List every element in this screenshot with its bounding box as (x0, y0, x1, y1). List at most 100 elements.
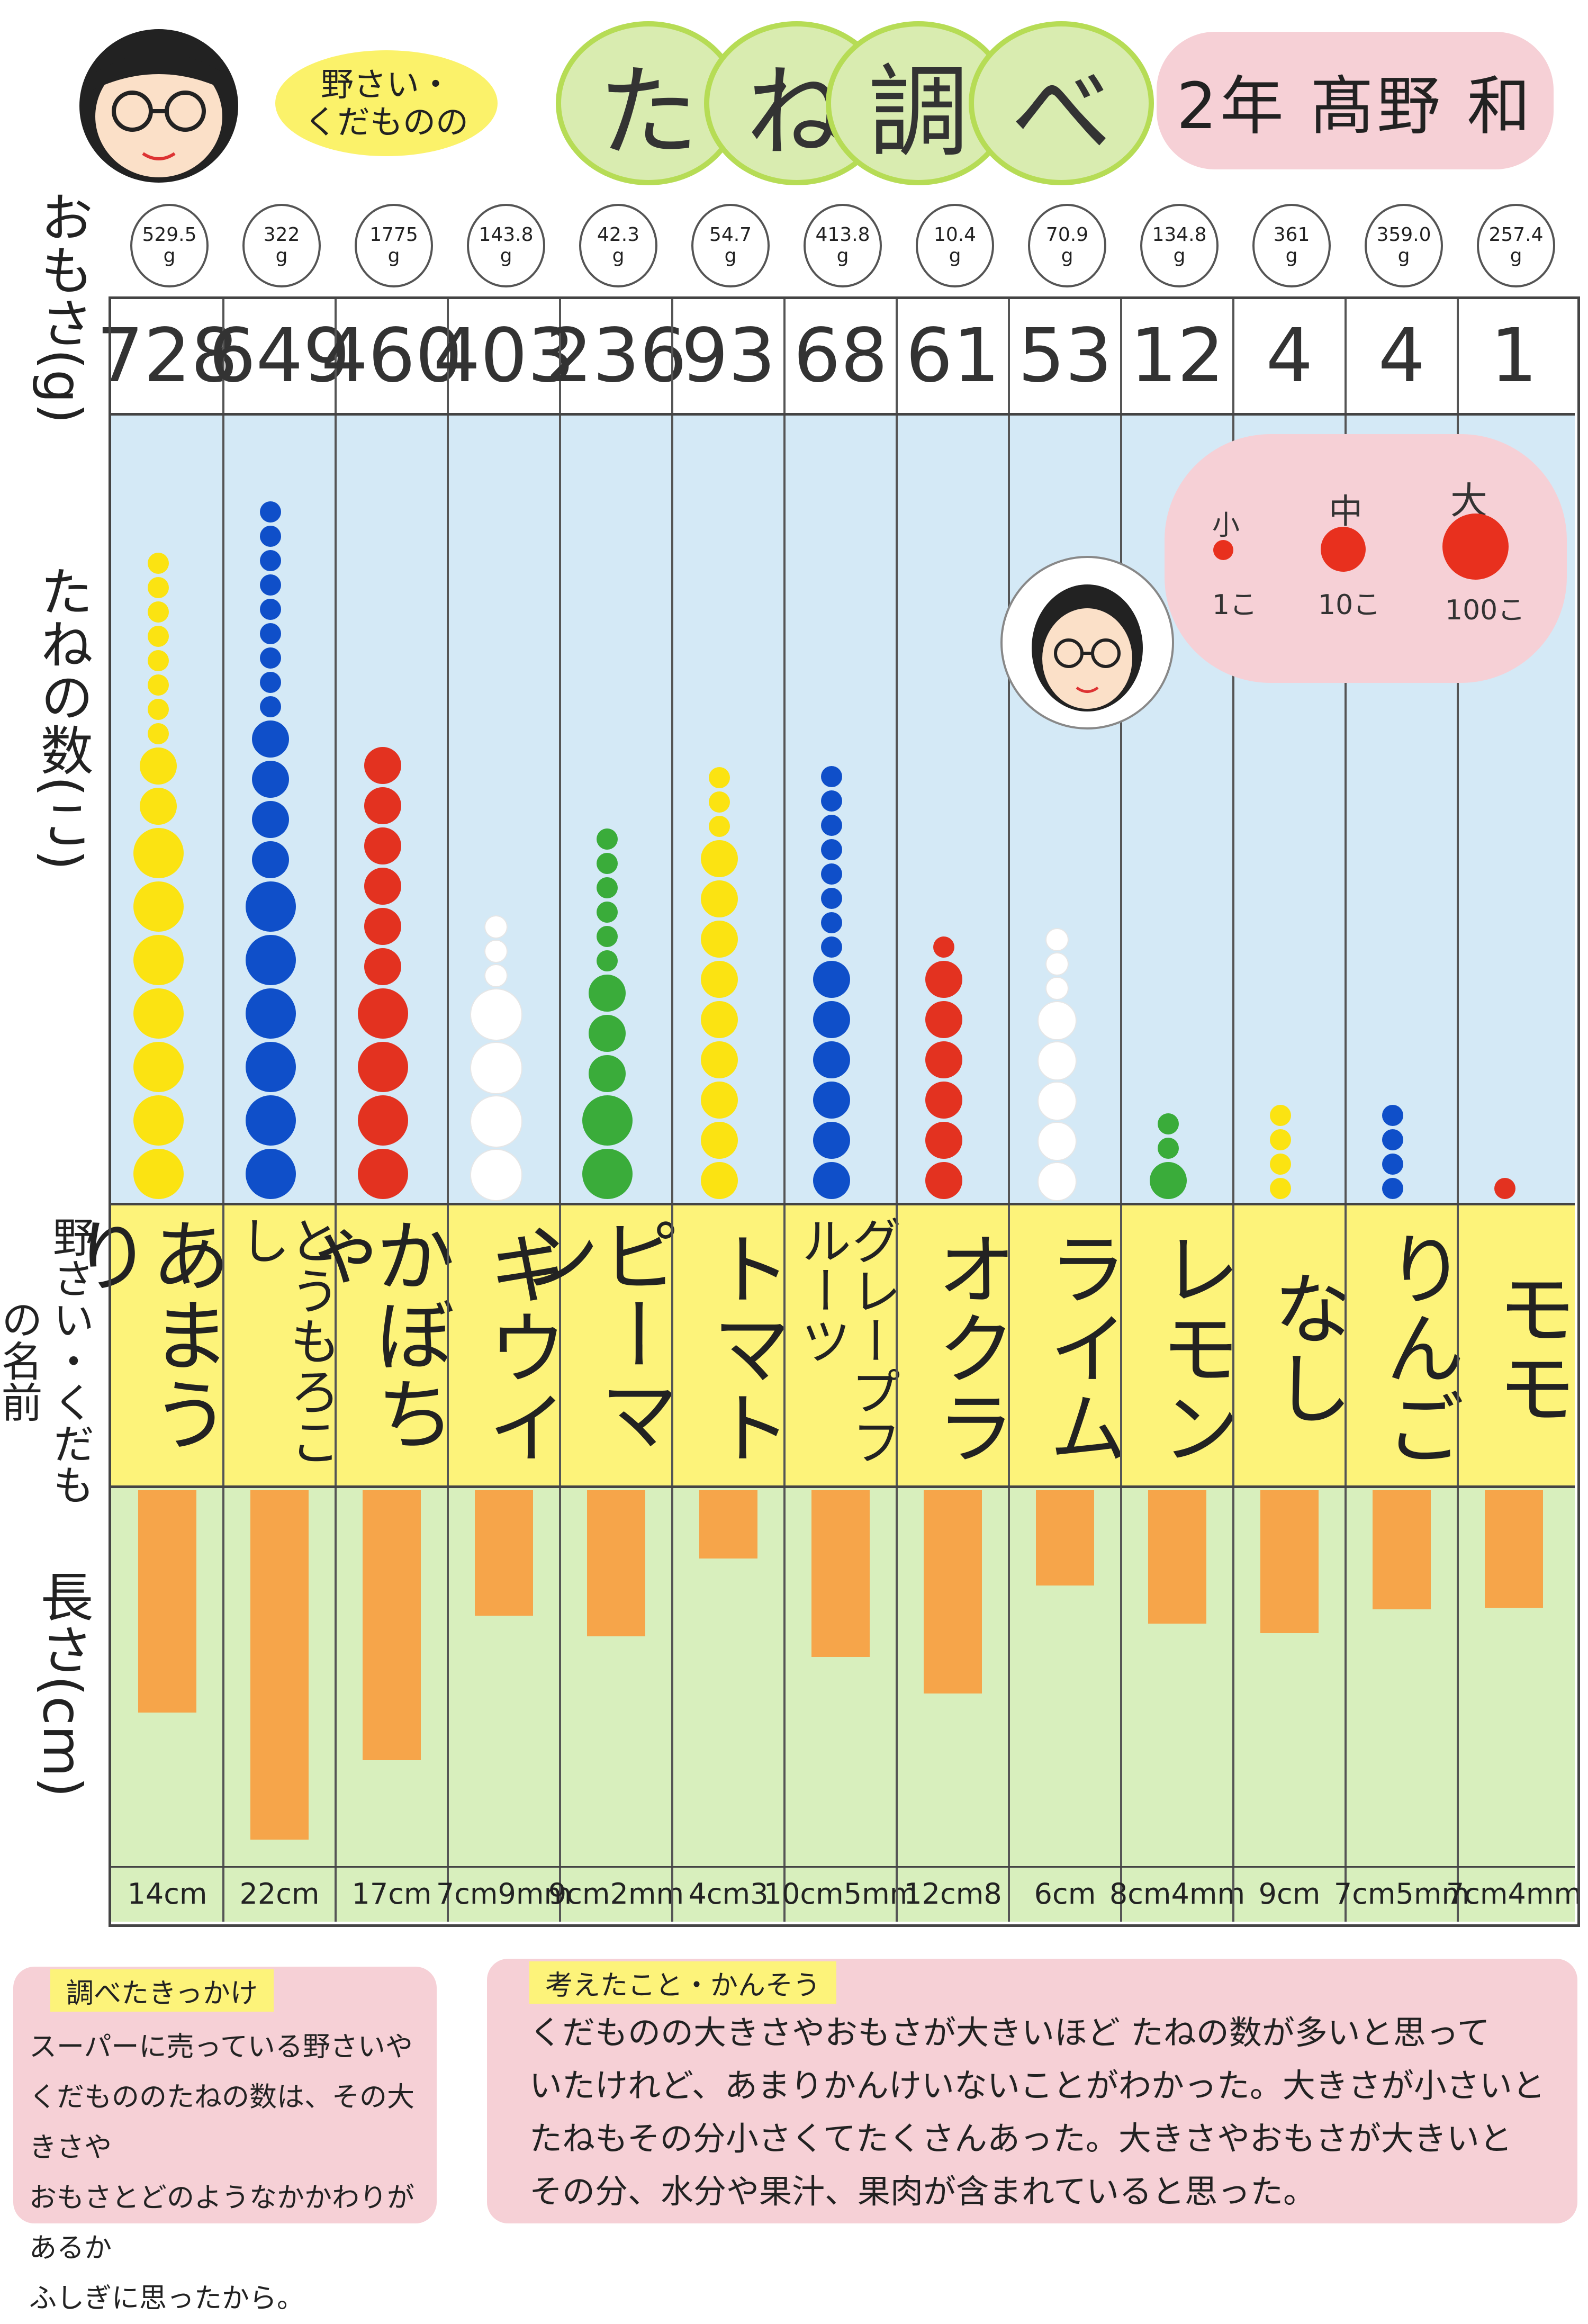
length-bar (475, 1490, 533, 1616)
seed-dot (709, 791, 730, 813)
title-leaf-4: べ (969, 21, 1154, 185)
names-axis-label: 野さい・くだもの名前 (0, 1216, 94, 1505)
reason-line: ふしぎに思ったから。 (29, 2283, 305, 2314)
seed-dot (597, 950, 618, 971)
seed-count: 4 (1378, 313, 1425, 399)
seed-dot (148, 699, 169, 720)
seed-dot (484, 964, 508, 987)
seed-dot (260, 574, 282, 596)
seed-dot (260, 647, 282, 669)
seed-dot (597, 926, 618, 947)
seed-dot (364, 868, 402, 905)
title-char: 調 (868, 53, 969, 171)
seed-dot (1045, 928, 1069, 951)
seed-dot (133, 1149, 184, 1199)
seed-dot (701, 1122, 738, 1159)
seed-dot (364, 948, 402, 985)
seed-dot (1270, 1154, 1292, 1175)
seed-dot (148, 650, 169, 671)
seed-dot (148, 626, 169, 647)
seed-dot (1382, 1105, 1404, 1126)
row-divider (109, 1485, 1575, 1488)
fruit-name: トマト (699, 1228, 791, 1466)
seed-dot (597, 877, 618, 898)
length-bar (811, 1490, 870, 1657)
seed-count: 4 (1266, 313, 1313, 399)
length-label: 4cm3 (688, 1877, 769, 1911)
legend-large-value: 100こ (1445, 594, 1526, 626)
seed-dot (1037, 1082, 1077, 1121)
seed-dot (133, 935, 184, 985)
seed-dot (245, 1095, 296, 1146)
seed-dot (925, 961, 963, 998)
seed-dot (813, 1041, 851, 1078)
seed-dot (133, 881, 184, 932)
seed-count: 12 (1130, 313, 1225, 399)
weight-icon: 10.4 g (916, 204, 994, 287)
length-label: 7cm5mm (1333, 1877, 1470, 1911)
weight-axis-label: おもさ(g) (31, 190, 93, 424)
seed-dot (1045, 952, 1069, 976)
seed-dot (821, 936, 843, 958)
seed-count: 236 (545, 313, 687, 399)
title-char: べ (1010, 53, 1112, 171)
seed-dot (813, 1162, 851, 1199)
weight-label: 1775 g (369, 224, 418, 267)
length-bar (1148, 1490, 1206, 1624)
seed-dot (260, 501, 282, 523)
length-label: 7cm4mm (1446, 1877, 1582, 1911)
seed-dot (821, 839, 843, 860)
seed-dot (252, 841, 290, 878)
column-divider (896, 296, 898, 1922)
subtitle-line1: 野さい・ (320, 65, 452, 104)
weight-label: 70.9 g (1045, 224, 1089, 267)
column-divider (1008, 296, 1010, 1922)
seed-dot (470, 1095, 522, 1148)
seed-dot (245, 988, 296, 1039)
length-bar (1260, 1490, 1319, 1633)
seed-dot (484, 940, 508, 963)
seed-dot (260, 599, 282, 620)
seed-count: 728 (96, 313, 238, 399)
seed-dot (357, 1095, 408, 1146)
seed-dot (821, 790, 843, 812)
seed-dot (133, 1042, 184, 1092)
weight-label: 42.3 g (597, 224, 640, 267)
length-label: 12cm8 (904, 1877, 1002, 1911)
seed-count: 649 (209, 313, 350, 399)
seed-dot (589, 1015, 626, 1052)
length-bar (587, 1490, 645, 1636)
seed-count: 61 (905, 313, 1000, 399)
thoughts-title: 考えたこと・かんそう (529, 1961, 837, 2004)
legend-medium-dot (1321, 527, 1366, 572)
seed-dot (589, 1055, 626, 1092)
legend: 小 中 大 1こ 10こ 100こ (1165, 434, 1567, 683)
column-divider (222, 296, 224, 1922)
weight-icon: 134.8 g (1140, 204, 1219, 287)
weight-label: 359.0 g (1376, 224, 1431, 267)
seed-dot (821, 766, 843, 787)
seed-dot (133, 988, 184, 1039)
seed-dot (148, 723, 169, 744)
seed-dot (1270, 1178, 1292, 1199)
column-divider (335, 296, 337, 1922)
fruit-name: モモ (1484, 1268, 1576, 1427)
weight-label: 413.8 g (815, 224, 870, 267)
seed-dot (148, 601, 169, 623)
fruit-name: オクラ (923, 1228, 1015, 1466)
seed-dot (245, 935, 296, 985)
length-bar (138, 1490, 196, 1713)
seed-count: 68 (793, 313, 888, 399)
seed-dot (1037, 1041, 1077, 1080)
seed-dot (245, 1149, 296, 1199)
seed-dot (925, 1041, 963, 1078)
seed-dot (260, 550, 282, 571)
row-divider (109, 413, 1575, 416)
seed-dot (252, 801, 290, 838)
weight-icon: 361 g (1252, 204, 1331, 287)
length-bar (924, 1490, 982, 1694)
seed-dot (597, 828, 618, 850)
title-char: た (598, 53, 699, 171)
length-bar (1036, 1490, 1094, 1586)
seed-dot (364, 827, 402, 864)
